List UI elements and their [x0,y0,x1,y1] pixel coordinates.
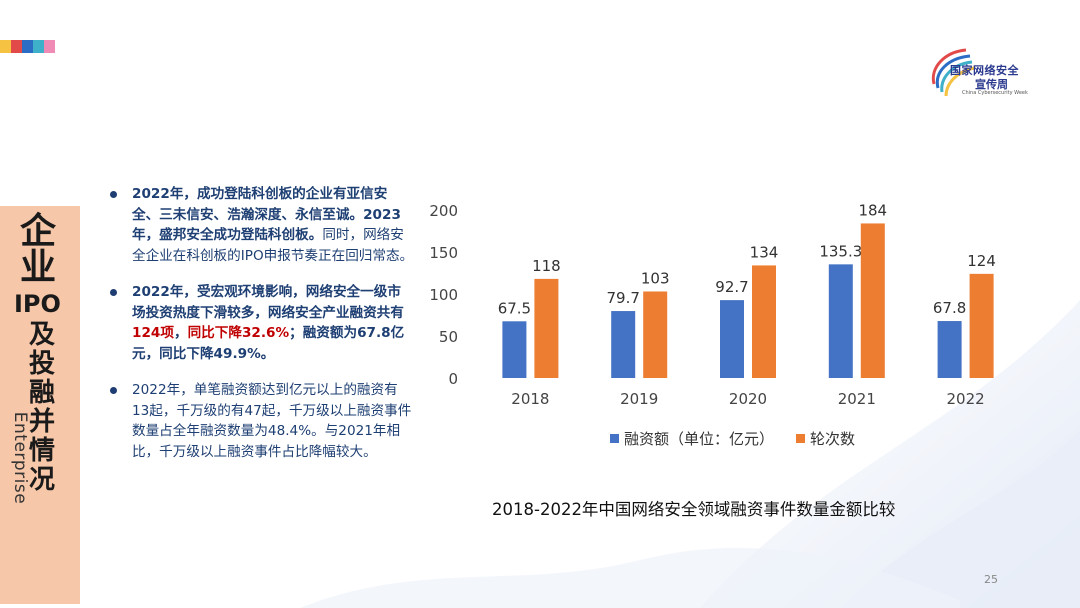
side-title-char: 情 [28,436,55,466]
data-label: 67.5 [498,299,531,317]
data-label: 79.7 [606,289,639,307]
bullet-item: 2022年，受宏观环境影响，网络安全一级市场投资热度下滑较多，网络安全产业融资共… [108,282,414,364]
strip-block [11,40,22,53]
y-tick-label: 50 [439,328,458,346]
bar [611,311,636,378]
side-title-top: 企业 [20,211,57,288]
bullet-dot-icon [110,387,117,394]
bar [969,273,994,378]
x-tick-label: 2020 [729,390,767,408]
x-tick-label: 2021 [838,390,876,408]
strip-block [33,40,44,53]
bar [752,265,776,378]
side-title-char: 并 [28,407,55,437]
data-label: 135.3 [819,242,862,260]
bullet-dot-icon [110,191,117,198]
bar [937,321,962,378]
bar [860,223,885,378]
bullet-text-tail: 同时，网络安全企业在科创板的IPO申报节奏正在回归常态。 [132,227,414,264]
side-panel [0,206,80,604]
bullet-text: 2022年，单笔融资额达到亿元以上的融资有13起，千万级的有47起，千万级以上融… [132,382,412,460]
legend-label: 轮次数 [810,430,855,448]
bullet-dot-icon [110,289,117,296]
side-title-char: 融 [28,378,55,408]
bullet-text: ， [173,325,188,341]
y-tick-label: 200 [429,202,458,220]
logo-subtext: China Cybersecurity Week [962,90,1028,96]
bullet-item: 2022年，单笔融资额达到亿元以上的融资有13起，千万级的有47起，千万级以上融… [108,380,414,462]
strip-block [44,40,55,53]
data-label: 67.8 [933,299,966,317]
logo-icon [931,48,975,97]
bullet-text: 2022年，成功登陆科创板的企业有亚信安全、三未信安、浩瀚深度、永信至诚。202… [132,186,401,243]
logo-text: 宣传周 [975,78,1008,91]
strip-block [22,40,33,53]
x-tick-label: 2018 [511,390,549,408]
data-label: 134 [750,243,779,261]
x-tick-label: 2019 [620,390,658,408]
page-number: 25 [984,573,998,586]
y-tick-label: 150 [429,244,458,262]
side-title-char: 况 [28,465,55,495]
data-label: 124 [967,252,996,270]
logo-text: 国家网络安全 [950,64,1019,77]
bar [502,321,527,378]
bullet-list: 2022年，成功登陆科创板的企业有亚信安全、三未信安、浩瀚深度、永信至诚。202… [108,184,414,478]
highlight-count: 124项 [132,325,174,341]
bar [534,278,559,378]
side-title-english: Enterprise [10,411,30,505]
side-title: 企业 IPO 及 投 融 并 情 况 [6,211,61,496]
bullet-item: 2022年，成功登陆科创板的企业有亚信安全、三未信安、浩瀚深度、永信至诚。202… [108,184,414,266]
bar [828,264,853,378]
highlight-decline: 同比下降32.6% [187,325,290,341]
legend-swatch [796,434,805,443]
side-title-ipo: IPO [14,290,61,318]
bar [643,291,668,378]
bullet-text: ；融资额为67.8亿元，同比下降49.9%。 [132,325,405,362]
bar-chart: 05010015020067.5118201879.7103201992.713… [429,201,996,448]
data-label: 92.7 [715,278,748,296]
data-label: 103 [641,269,670,287]
bar [720,300,744,378]
strip-block [0,40,11,53]
y-tick-label: 100 [429,286,458,304]
x-tick-label: 2022 [947,390,985,408]
legend-label: 融资额（单位：亿元） [624,430,774,448]
legend-swatch [610,434,619,443]
top-color-strip [0,40,55,53]
data-label: 184 [858,201,887,219]
side-title-char: 及 [28,320,55,350]
side-title-char: 投 [28,349,55,379]
chart-caption: 2018-2022年中国网络安全领域融资事件数量金额比较 [492,500,896,519]
bullet-text: 2022年，受宏观环境影响，网络安全一级市场投资热度下滑较多，网络安全产业融资共… [132,284,404,321]
y-tick-label: 0 [448,370,458,388]
data-label: 118 [532,257,561,275]
